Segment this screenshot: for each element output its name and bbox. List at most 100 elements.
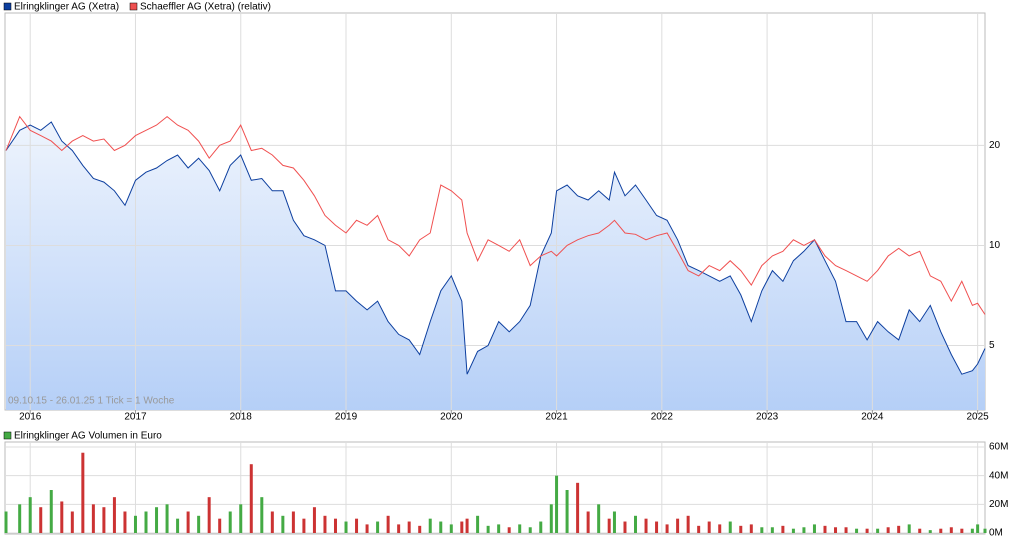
volume-bar (939, 528, 943, 533)
volume-bar (418, 525, 422, 533)
volume-bar (70, 511, 74, 533)
volume-bar (518, 524, 522, 533)
volume-bar (665, 524, 669, 533)
volume-bar (281, 515, 285, 533)
volume-bar (239, 504, 243, 533)
line (5, 115, 986, 315)
volume-bar (228, 511, 232, 533)
volume-bar (376, 521, 380, 533)
volume-bar (123, 511, 127, 533)
x-tick-label: 2018 (230, 412, 253, 423)
volume-bar (165, 504, 169, 533)
volume-bar (465, 518, 469, 533)
volume-bar (718, 524, 722, 533)
volume-bar (365, 524, 369, 533)
volume-bar (539, 521, 543, 533)
volume-bar (355, 518, 359, 533)
volume-bar (460, 521, 464, 533)
volume-bar (728, 521, 732, 533)
volume-bar (497, 524, 501, 533)
volume-bar (81, 452, 85, 533)
volume-bar (676, 518, 680, 533)
volume-bar (407, 521, 411, 533)
volume-bar (907, 524, 911, 533)
volume-bar (507, 527, 511, 533)
legend-swatch (3, 2, 12, 11)
volume-bar (60, 501, 64, 533)
volume-bar (155, 507, 159, 533)
volume-bar (686, 515, 690, 533)
volume-bar (770, 527, 774, 533)
y-tick-label: 20M (989, 499, 1008, 510)
volume-bar (270, 511, 274, 533)
volume-bar (576, 482, 580, 533)
volume-bar (344, 521, 348, 533)
volume-bar (707, 521, 711, 533)
volume-bar (634, 515, 638, 533)
volume-bar (486, 525, 490, 533)
volume-bar (302, 518, 306, 533)
volume-bar (449, 524, 453, 533)
legend-swatch (3, 431, 12, 440)
volume-bar (133, 515, 137, 533)
volume-bar (439, 521, 443, 533)
legend-swatch (129, 2, 138, 11)
volume-bar (112, 497, 116, 533)
volume-bar (333, 518, 337, 533)
volume-bar (91, 504, 95, 533)
volume-bar (812, 524, 816, 533)
volume-bar (983, 528, 987, 533)
y-tick-label: 0M (989, 528, 1003, 539)
x-tick-label: 2025 (967, 412, 990, 423)
volume-bar (928, 530, 932, 533)
volume-bar (623, 521, 627, 533)
x-tick-label: 2017 (124, 412, 147, 423)
volume-bar (49, 490, 53, 533)
x-tick-label: 2019 (335, 412, 358, 423)
volume-bar (960, 528, 964, 533)
volume-bar (312, 507, 316, 533)
y-tick-label: 20 (989, 140, 1001, 151)
volume-bar (18, 504, 22, 533)
volume-bar (597, 504, 601, 533)
y-tick-label: 5 (989, 340, 995, 351)
volume-bar (397, 524, 401, 533)
volume-bar (886, 527, 890, 533)
volume-bar (739, 525, 743, 533)
volume-bar (186, 511, 190, 533)
volume-bar (386, 515, 390, 533)
volume-bar (855, 528, 859, 533)
volume-bar (102, 507, 106, 533)
volume-bar (976, 524, 980, 533)
x-tick-label: 2023 (756, 412, 779, 423)
volume-bar (918, 528, 922, 533)
y-tick-label: 10 (989, 240, 1001, 251)
volume-bar (528, 527, 532, 533)
volume-bar (260, 497, 264, 533)
y-tick-label: 40M (989, 470, 1008, 481)
volume-frame (4, 441, 986, 535)
volume-bar (865, 528, 869, 533)
area (6, 122, 985, 410)
volume-bar (612, 511, 616, 533)
volume-bar (970, 528, 974, 533)
volume-bar (428, 518, 432, 533)
volume-bar (897, 525, 901, 533)
volume-bar (802, 527, 806, 533)
volume-bar (655, 521, 659, 533)
volume-bar (4, 511, 8, 533)
x-tick-label: 2016 (19, 412, 42, 423)
volume-bar (949, 527, 953, 533)
x-tick-label: 2021 (545, 412, 568, 423)
volume-bar (207, 497, 211, 533)
volume-bar (291, 511, 295, 533)
x-tick-label: 2024 (861, 412, 884, 423)
volume-bar (644, 518, 648, 533)
volume-bar (697, 525, 701, 533)
volume-bar (249, 464, 253, 533)
volume-bar (760, 527, 764, 533)
volume-bar (144, 511, 148, 533)
volume-bar (28, 497, 32, 533)
legend-label: Elringklinger AG (Xetra) (14, 2, 119, 13)
